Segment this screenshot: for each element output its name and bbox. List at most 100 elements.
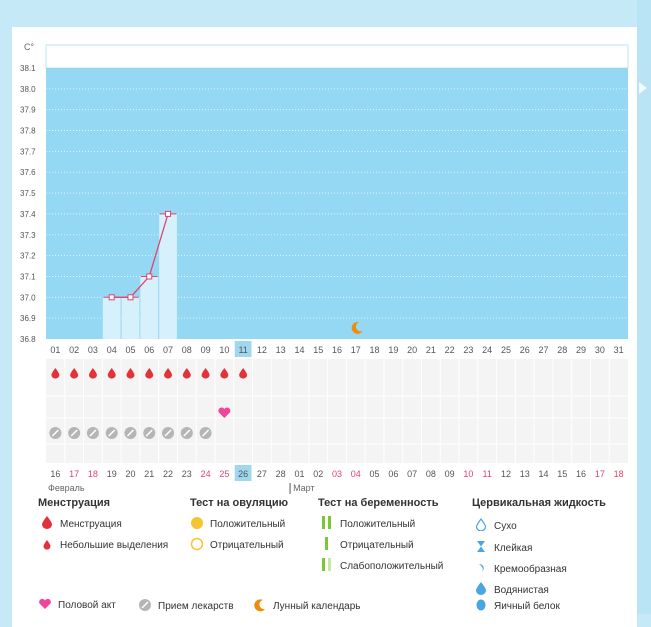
date-label: 23 [182, 469, 192, 479]
date-label: 21 [144, 469, 154, 479]
expand-arrow-icon[interactable] [639, 82, 647, 94]
date-label: 03 [332, 469, 342, 479]
legend-label: Положительный [210, 519, 286, 530]
legend-label: Отрицательный [340, 539, 414, 551]
date-label: 02 [313, 469, 323, 479]
date-label: 16 [50, 469, 60, 479]
pill-slash [183, 429, 191, 437]
y-tick-label: 36.8 [20, 335, 36, 344]
legend-medication: Прием лекарств [138, 598, 234, 615]
day-highlight-box [234, 341, 252, 357]
date-label: 12 [501, 469, 511, 479]
pill-slash [126, 429, 135, 437]
right-scroll-strip[interactable] [637, 0, 651, 614]
half-drop-icon [474, 561, 488, 577]
menstruation-drop-icon[interactable] [201, 368, 210, 379]
day-label: 22 [445, 345, 455, 355]
y-tick-label: 37.0 [20, 293, 36, 302]
temperature-point[interactable] [146, 273, 153, 280]
date-label: 26 [238, 469, 248, 479]
plot-header-band [45, 44, 629, 69]
day-label: 18 [370, 345, 380, 355]
filled-circle-icon [190, 516, 204, 533]
menstruation-drop-icon[interactable] [239, 368, 248, 379]
pill-slash [202, 429, 210, 437]
menstruation-drop-icon[interactable] [51, 368, 60, 379]
date-label: 13 [520, 469, 530, 479]
legend-pregnancy-negative: Отрицательный [320, 537, 414, 553]
menstruation-drop-icon[interactable] [70, 368, 79, 379]
two-lines-icon [320, 516, 334, 532]
bbt-chart: C° 38.1 38.0 37.9 37.8 37.7 37.6 37.5 37.4 37.3 37… [20, 42, 629, 494]
temperature-bar [121, 297, 140, 339]
day-label: 29 [576, 345, 586, 355]
legend-label: Прием лекарств [158, 601, 234, 612]
day-label: 11 [238, 345, 247, 355]
day-label: 06 [144, 345, 154, 355]
y-tick-label: 37.9 [20, 106, 36, 115]
date-label: 17 [595, 469, 605, 479]
month-label: Март [293, 483, 315, 493]
date-label: 28 [276, 469, 286, 479]
water-drop-icon [474, 582, 488, 598]
one-line-icon [320, 537, 334, 553]
menstruation-drop-icon[interactable] [107, 368, 116, 379]
empty-circle-icon [190, 537, 204, 554]
temperature-point[interactable] [165, 210, 172, 217]
month-label: Февраль [48, 483, 85, 493]
legend-cervical-dry: Сухо [474, 517, 517, 534]
day-label: 01 [50, 345, 60, 355]
day-label: 15 [313, 345, 323, 355]
menstruation-drop-icon[interactable] [182, 368, 191, 379]
y-tick-label: 37.3 [20, 231, 36, 240]
legend-cervical-watery: Водянистая [474, 582, 549, 598]
date-label: 22 [163, 469, 173, 479]
menstruation-drop-icon[interactable] [220, 368, 229, 379]
small-drop-icon [40, 537, 54, 553]
date-label: 09 [445, 469, 455, 479]
day-label: 23 [463, 345, 473, 355]
legend-moon: Лунный календарь [253, 598, 361, 615]
legend-label: Положительный [340, 518, 416, 530]
pill-slash [164, 429, 172, 437]
menstruation-drop-icon[interactable] [164, 368, 173, 379]
menstruation-drop-icon[interactable] [145, 368, 154, 379]
date-label: 20 [125, 469, 135, 479]
legend-label: Половой акт [58, 600, 116, 611]
date-label: 25 [219, 469, 229, 479]
y-tick-label: 37.5 [20, 189, 36, 198]
temperature-bar [159, 213, 177, 339]
day-label: 27 [539, 345, 549, 355]
legend-ovulation-negative: Отрицательный [190, 537, 284, 554]
egg-icon [474, 598, 488, 614]
pill-slash [108, 429, 116, 437]
menstruation-drop-icon[interactable] [126, 368, 135, 379]
legend-cervical-eggwhite: Яичный белок [474, 598, 560, 614]
legend-label: Отрицательный [210, 540, 284, 551]
menstruation-drop-icon[interactable] [88, 368, 97, 379]
day-label: 26 [520, 345, 530, 355]
legend-title-cervical: Цервикальная жидкость [472, 497, 606, 509]
legend-menstruation: Менструация [40, 516, 122, 532]
date-highlight-box [234, 465, 252, 481]
legend-pregnancy-positive: Положительный [320, 516, 415, 532]
legend-label: Водянистая [494, 584, 549, 596]
temperature-point[interactable] [108, 294, 115, 301]
date-label: 17 [69, 469, 79, 479]
temperature-point[interactable] [127, 294, 134, 301]
day-label: 14 [294, 345, 304, 355]
legend-pregnancy-weak: Слабоположительный [320, 558, 443, 574]
pill-slash [51, 429, 59, 437]
legend-cervical-creamy: Кремообразная [474, 561, 567, 577]
temperature-bar [102, 297, 121, 339]
day-label: 12 [257, 345, 267, 355]
day-label: 05 [125, 345, 135, 355]
date-label: 27 [257, 469, 267, 479]
day-label: 21 [426, 345, 436, 355]
day-label: 17 [351, 345, 361, 355]
date-label: 04 [351, 469, 361, 479]
faint-lines-icon [320, 558, 334, 574]
legend-title-pregnancy: Тест на беременность [318, 497, 439, 509]
empty-drop-icon [474, 517, 488, 534]
intercourse-heart-icon[interactable] [218, 407, 231, 418]
